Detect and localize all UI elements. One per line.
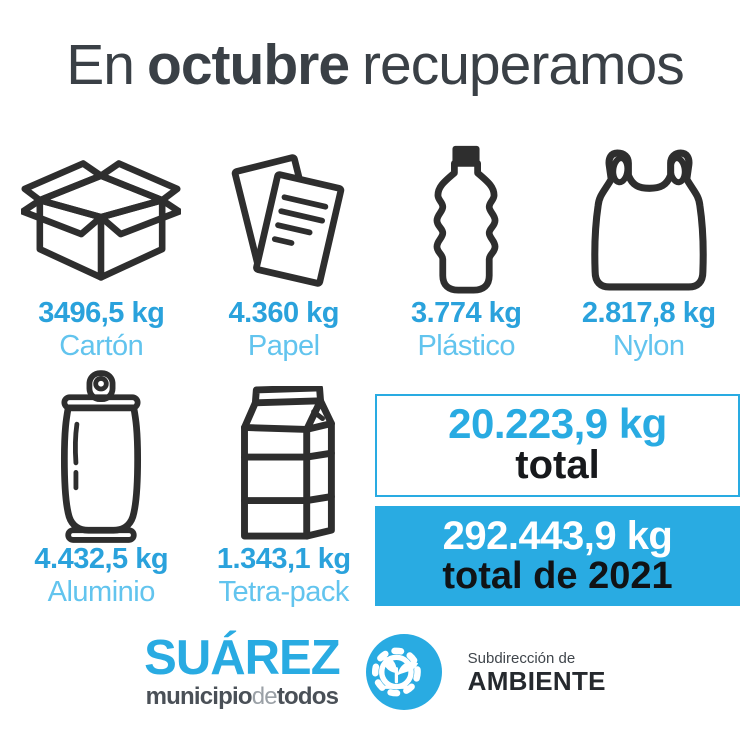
totals-block: 20.223,9 kg total 292.443,9 kg total de … [375, 394, 740, 608]
material-name: Tetra-pack [218, 576, 350, 609]
monthly-total-box: 20.223,9 kg total [375, 394, 740, 498]
plastic-bottle-icon [433, 145, 499, 294]
material-name: Aluminio [47, 576, 156, 609]
material-name: Plástico [417, 329, 516, 362]
material-value: 3496,5 kg [38, 297, 165, 329]
municipality-name: SUÁREZ [144, 631, 340, 686]
material-value: 2.817,8 kg [581, 297, 716, 329]
department-line2: AMBIENTE [467, 665, 606, 696]
yearly-total-box: 292.443,9 kg total de 2021 [375, 506, 740, 607]
department-line1: Subdirección de [467, 649, 576, 667]
material-value: 3.774 kg [411, 297, 522, 329]
material-value: 4.432,5 kg [34, 543, 169, 576]
materials-grid: 3496,5 kg Cartón [10, 140, 740, 609]
material-tetrapack: 1.343,1 kg Tetra-pack [193, 370, 376, 608]
material-carton: 3496,5 kg Cartón [10, 140, 193, 362]
title-post: recuperamos [362, 33, 685, 97]
material-name: Papel [247, 329, 320, 362]
yearly-total-value: 292.443,9 kg [442, 514, 673, 559]
footer: SUÁREZ municipiodetodos Subdirección de … [0, 634, 750, 710]
material-name: Nylon [612, 329, 685, 362]
cardboard-box-icon [21, 159, 182, 281]
aluminum-can-icon [61, 370, 142, 544]
material-nylon: 2.817,8 kg Nylon [558, 140, 741, 362]
page-title: En octubre recuperamos [0, 33, 750, 97]
material-plastico: 3.774 kg Plástico [375, 140, 558, 362]
municipality-tagline: municipiodetodos [145, 682, 339, 710]
title-month: octubre [147, 33, 350, 97]
material-name: Cartón [59, 329, 144, 362]
plant-gear-icon [365, 634, 442, 710]
department-logo: Subdirección de AMBIENTE [468, 651, 606, 694]
monthly-total-label: total [515, 443, 600, 488]
material-value: 4.360 kg [228, 297, 340, 329]
material-papel: 4.360 kg Papel [193, 140, 376, 362]
title-pre: En [66, 33, 135, 97]
tetra-pack-icon [240, 386, 335, 540]
plastic-bag-icon [590, 149, 707, 291]
material-value: 1.343,1 kg [216, 543, 351, 576]
paper-sheets-icon [231, 154, 345, 287]
yearly-total-label: total de 2021 [442, 555, 673, 598]
material-aluminio: 4.432,5 kg Aluminio [10, 370, 193, 608]
municipality-logo: SUÁREZ municipiodetodos [144, 631, 340, 710]
monthly-total-value: 20.223,9 kg [448, 400, 667, 448]
